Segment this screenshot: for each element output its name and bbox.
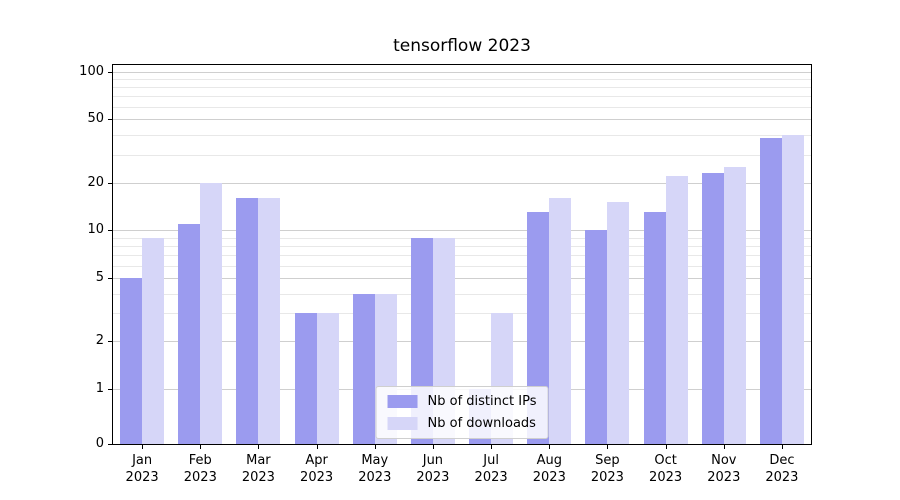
- y-tick-label: 0: [95, 436, 104, 451]
- x-tick-label: Jan 2023: [125, 453, 159, 485]
- bar-distinct-ips: [759, 138, 782, 444]
- x-tick-label: Oct 2023: [649, 453, 683, 485]
- x-tick-label: Apr 2023: [300, 453, 334, 485]
- y-tick-label: 5: [95, 270, 104, 286]
- gridline: [113, 182, 811, 184]
- gridline: [113, 293, 811, 295]
- gridline: [113, 245, 811, 247]
- legend-label-downloads: Nb of downloads: [427, 416, 536, 431]
- x-tick-mark: [665, 445, 667, 449]
- bar-downloads: [665, 176, 688, 444]
- bar-distinct-ips: [585, 230, 608, 444]
- bar-downloads: [781, 134, 804, 444]
- legend-swatch-downloads: [387, 417, 418, 430]
- x-tick-label: Aug 2023: [532, 453, 566, 485]
- y-tick-label: 2: [95, 333, 104, 349]
- bar-distinct-ips: [178, 223, 201, 444]
- bar-distinct-ips: [643, 212, 666, 444]
- chart-title: tensorflow 2023: [393, 36, 531, 56]
- gridline: [113, 71, 811, 73]
- bar-distinct-ips: [294, 313, 317, 444]
- legend-swatch-distinct-ips: [387, 395, 418, 408]
- x-tick-label: Jul 2023: [474, 453, 508, 485]
- gridline: [113, 254, 811, 256]
- bar-distinct-ips: [236, 197, 259, 444]
- y-tick-mark: [108, 278, 112, 280]
- gridline: [113, 119, 811, 121]
- x-tick-label: Mar 2023: [241, 453, 275, 485]
- bar-downloads: [316, 313, 339, 444]
- x-tick-label: Feb 2023: [183, 453, 217, 485]
- x-tick-mark: [432, 445, 434, 449]
- y-tick-label: 20: [87, 174, 104, 190]
- plot-area: Nb of distinct IPs Nb of downloads: [112, 64, 812, 445]
- y-tick-mark: [108, 341, 112, 343]
- x-tick-label: Jun 2023: [416, 453, 450, 485]
- gridline: [113, 341, 811, 343]
- x-tick-mark: [781, 445, 783, 449]
- y-tick-mark: [108, 230, 112, 232]
- bar-downloads: [142, 237, 165, 444]
- x-tick-mark: [142, 445, 144, 449]
- y-tick-mark: [108, 182, 112, 184]
- y-tick-label: 50: [87, 111, 104, 127]
- x-tick-mark: [258, 445, 260, 449]
- legend-item-distinct-ips: Nb of distinct IPs: [387, 394, 537, 409]
- x-tick-mark: [200, 445, 202, 449]
- y-tick-mark: [108, 444, 112, 445]
- bar-distinct-ips: [352, 293, 375, 444]
- bar-downloads: [549, 197, 572, 444]
- gridline: [113, 265, 811, 267]
- gridline: [113, 96, 811, 98]
- gridline: [113, 87, 811, 88]
- legend-item-downloads: Nb of downloads: [387, 416, 537, 431]
- x-tick-label: Nov 2023: [707, 453, 741, 485]
- bar-downloads: [607, 202, 630, 444]
- x-tick-mark: [316, 445, 318, 449]
- gridline: [113, 134, 811, 136]
- gridline: [113, 154, 811, 156]
- x-tick-mark: [549, 445, 551, 449]
- x-tick-label: Dec 2023: [765, 453, 799, 485]
- y-tick-label: 10: [87, 222, 104, 238]
- y-tick-label: 1: [95, 381, 104, 397]
- gridline: [113, 230, 811, 232]
- bar-downloads: [200, 182, 223, 444]
- gridline: [113, 106, 811, 108]
- y-tick-mark: [108, 119, 112, 121]
- x-tick-label: May 2023: [358, 453, 392, 485]
- bar-distinct-ips: [701, 172, 724, 444]
- gridline: [113, 313, 811, 315]
- y-tick-label: 100: [79, 63, 104, 79]
- y-tick-mark: [108, 389, 112, 390]
- gridline: [113, 78, 811, 80]
- bar-downloads: [723, 167, 746, 444]
- x-tick-mark: [374, 445, 376, 449]
- bar-downloads: [258, 197, 281, 444]
- legend: Nb of distinct IPs Nb of downloads: [375, 386, 549, 439]
- y-tick-mark: [108, 71, 112, 73]
- x-tick-label: Sep 2023: [590, 453, 624, 485]
- x-tick-mark: [723, 445, 725, 449]
- bar-distinct-ips: [120, 278, 143, 444]
- x-tick-mark: [491, 445, 493, 449]
- x-tick-mark: [607, 445, 609, 449]
- legend-label-distinct-ips: Nb of distinct IPs: [427, 394, 537, 409]
- gridline: [113, 278, 811, 280]
- gridline: [113, 237, 811, 239]
